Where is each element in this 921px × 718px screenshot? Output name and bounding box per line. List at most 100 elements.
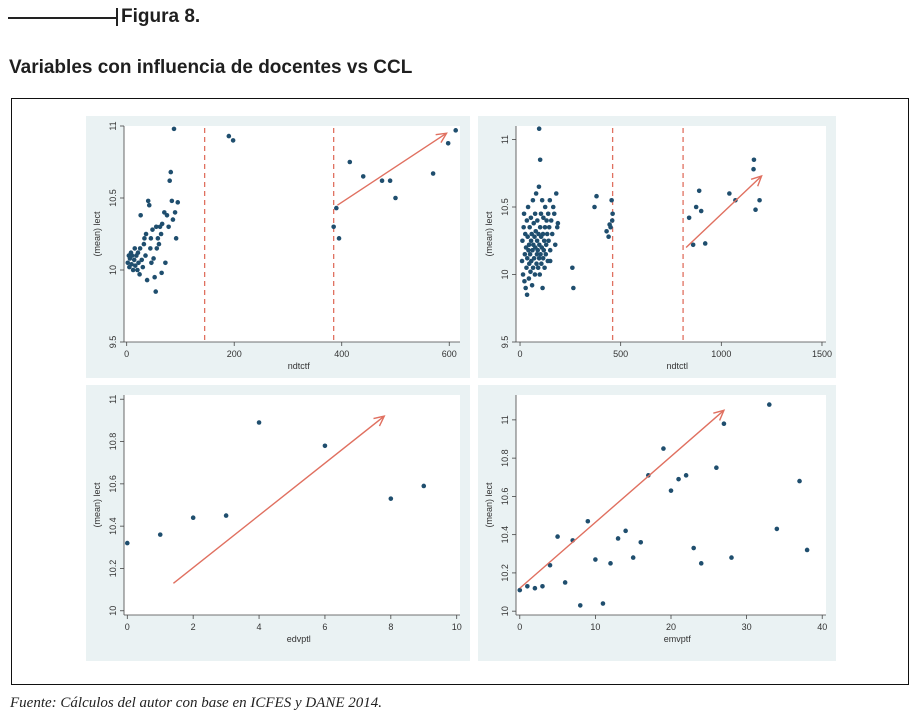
data-point [159, 270, 164, 276]
y-axis-title: (mean) lect [92, 482, 102, 528]
data-point [535, 247, 541, 253]
data-point [638, 540, 644, 545]
data-point [522, 251, 528, 257]
data-point [753, 207, 758, 212]
data-point [729, 555, 734, 560]
x-tick-label: 20 [666, 622, 676, 632]
data-point [445, 140, 451, 146]
data-point [517, 587, 523, 593]
data-point [137, 272, 142, 277]
data-point [153, 224, 159, 230]
data-point [608, 561, 613, 566]
data-point [129, 253, 135, 258]
data-point [537, 224, 543, 230]
data-point [571, 285, 576, 291]
data-point [547, 562, 553, 568]
trend-arrow-head [435, 132, 448, 144]
data-point [171, 126, 177, 132]
figure-label: Figura 8. [121, 6, 201, 27]
x-tick-label: 10 [452, 622, 462, 632]
data-point [528, 238, 534, 244]
trend-arrow-head [750, 174, 763, 187]
data-point [698, 208, 704, 214]
data-point [525, 204, 531, 210]
y-tick-label: 10.4 [500, 526, 510, 544]
data-point [144, 277, 150, 283]
data-point [528, 215, 534, 221]
y-tick-label: 10.8 [500, 449, 510, 467]
figure-label-tick [116, 8, 118, 26]
scatter-plot-emvptf: 10 10.2 10.4 10.6 10.8 11 0 10 20 30 40 emvptf (mean… [484, 395, 827, 644]
plot-area [516, 395, 826, 615]
plot-area [516, 126, 826, 342]
data-point [531, 220, 537, 226]
data-point [164, 212, 170, 218]
data-point [593, 557, 598, 562]
data-point [547, 258, 553, 264]
data-point [525, 234, 530, 239]
scatter-panel-ndtctl: 9.5 10 10.5 11 0 500 1000 1500 ndtctl (mean) lect [478, 116, 836, 378]
data-point [544, 218, 549, 223]
y-tick-label: 11 [108, 395, 118, 404]
scatter-plot-edvptl: 10 10.2 10.4 10.6 10.8 11 0 2 4 6 8 10 edvptl (mean) … [92, 395, 462, 644]
x-tick-label: 0 [125, 622, 130, 632]
data-point [135, 250, 141, 256]
data-point [141, 241, 147, 247]
data-point [554, 224, 560, 230]
data-point [540, 584, 545, 589]
data-point [698, 561, 704, 566]
trend-arrow-line [519, 409, 725, 589]
data-point [592, 204, 597, 210]
x-tick-label: 30 [742, 622, 752, 632]
data-point [163, 260, 168, 266]
data-point [585, 518, 591, 524]
data-point [519, 258, 525, 264]
data-point [691, 545, 696, 551]
y-tick-label: 10 [108, 606, 118, 616]
data-point [524, 292, 530, 298]
data-point [520, 238, 525, 244]
data-point [526, 247, 531, 253]
data-point [690, 242, 696, 248]
data-point [533, 191, 539, 196]
data-point [521, 224, 526, 230]
data-point [538, 251, 543, 257]
data-point [546, 238, 551, 244]
y-tick-label: 10 [500, 606, 510, 616]
data-point [140, 264, 146, 270]
data-point [360, 174, 366, 179]
y-tick-label: 9.5 [108, 336, 118, 349]
data-point [757, 197, 762, 203]
data-point [524, 218, 530, 223]
data-point [334, 205, 339, 211]
x-axis-title: emvptf [664, 634, 692, 644]
data-point [526, 242, 532, 248]
data-point [696, 188, 702, 194]
data-point [172, 210, 178, 215]
data-point [751, 166, 756, 172]
data-point [148, 236, 154, 241]
data-point [138, 212, 143, 218]
data-point [540, 256, 546, 261]
y-tick-label: 10.4 [108, 517, 118, 535]
data-point [522, 278, 527, 284]
data-point [661, 446, 666, 451]
data-point [173, 236, 179, 241]
data-point [175, 200, 181, 205]
data-point [226, 133, 232, 139]
x-tick-label: 500 [613, 349, 628, 359]
data-point [751, 157, 757, 163]
data-point [609, 197, 614, 203]
data-point [623, 528, 628, 534]
data-point [610, 211, 615, 217]
data-point [546, 224, 552, 230]
data-point [347, 159, 353, 165]
data-point [388, 496, 394, 501]
scatter-panel-emvptf: 10 10.2 10.4 10.6 10.8 11 0 10 20 30 40 emvptf (mean… [478, 385, 836, 661]
data-point [146, 202, 152, 208]
data-point [714, 465, 719, 470]
y-tick-label: 10.2 [500, 564, 510, 582]
data-point [125, 260, 131, 266]
data-point [594, 193, 599, 199]
data-point [525, 584, 530, 589]
